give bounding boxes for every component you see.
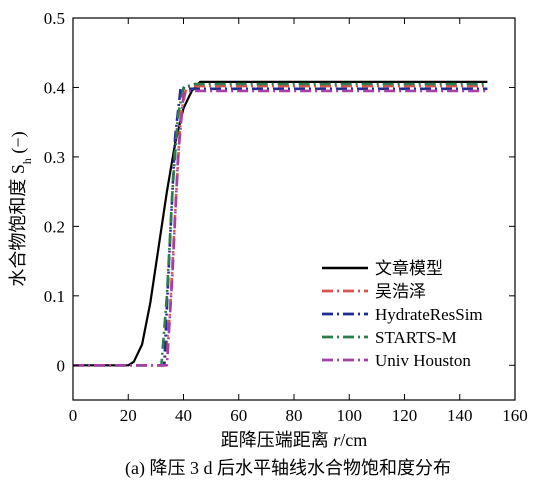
x-axis-label-unit: /cm xyxy=(340,430,367,450)
y-tick-label: 0 xyxy=(57,356,66,375)
y-tick-label: 0.5 xyxy=(44,9,65,28)
x-tick-label: 60 xyxy=(230,406,247,425)
series-line-5 xyxy=(73,89,488,367)
x-tick-label: 40 xyxy=(175,406,192,425)
y-axis-label: 水合物饱和度 Sh (−) xyxy=(8,131,34,286)
x-tick-label: 160 xyxy=(502,406,528,425)
series-line-3 xyxy=(73,86,488,367)
series-line-4 xyxy=(73,82,488,367)
x-axis-label-prefix: 距降压端距离 xyxy=(221,430,334,450)
legend-label-5: Univ Houston xyxy=(375,351,471,370)
y-axis-ticks: 0 0.1 0.2 0.3 0.4 0.5 xyxy=(44,9,515,375)
y-axis-label-unit: (−) xyxy=(8,131,29,158)
legend-label-3: HydrateResSim xyxy=(375,305,483,324)
x-axis-label: 距降压端距离 r/cm xyxy=(221,430,368,450)
y-tick-label: 0.3 xyxy=(44,148,65,167)
y-tick-label: 0.1 xyxy=(44,287,65,306)
legend-label-2: 吴浩泽 xyxy=(375,282,426,301)
y-axis-label-sub: h xyxy=(20,158,34,164)
legend-label-1: 文章模型 xyxy=(375,259,443,278)
figure-caption: (a) 降压 3 d 后水平轴线水合物饱和度分布 xyxy=(125,458,451,479)
legend-label-4: STARTS-M xyxy=(375,328,457,347)
x-tick-label: 140 xyxy=(447,406,473,425)
x-tick-label: 0 xyxy=(69,406,78,425)
x-tick-label: 20 xyxy=(120,406,137,425)
x-tick-label: 80 xyxy=(286,406,303,425)
x-tick-label: 100 xyxy=(337,406,363,425)
y-tick-label: 0.2 xyxy=(44,217,65,236)
plot-lines xyxy=(73,80,488,367)
x-axis-label-var: r xyxy=(333,430,341,450)
x-axis-ticks: 0 20 40 60 80 100 120 140 160 xyxy=(69,18,528,425)
x-tick-label: 120 xyxy=(392,406,418,425)
y-axis-label-main: 水合物饱和度 S xyxy=(8,164,28,287)
y-tick-label: 0.4 xyxy=(44,78,66,97)
